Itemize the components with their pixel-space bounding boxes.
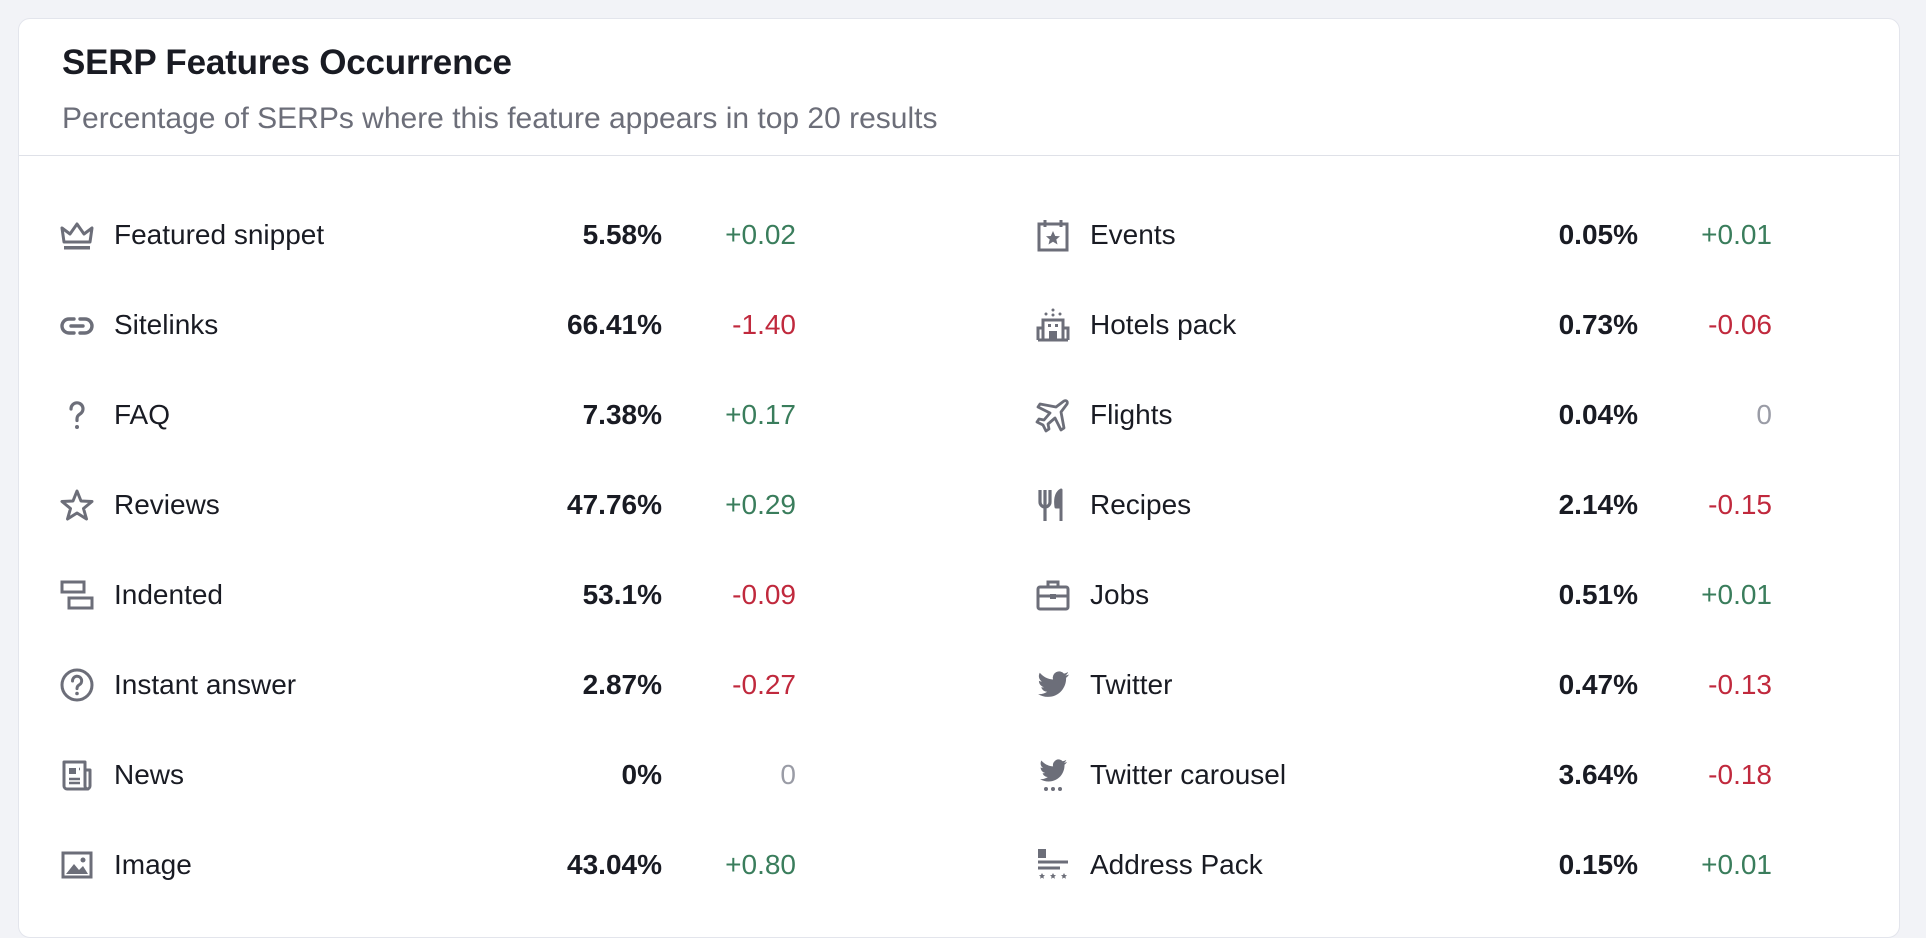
serp-features-card: SERP Features Occurrence Percentage of S… — [18, 18, 1900, 938]
feature-delta: +0.17 — [725, 399, 796, 430]
feature-delta: -0.27 — [732, 669, 796, 700]
feature-name: FAQ — [114, 399, 171, 430]
feature-percent: 0% — [621, 759, 662, 790]
feature-delta: -0.18 — [1708, 759, 1772, 790]
question-circle-icon — [57, 665, 97, 705]
feature-name: Hotels pack — [1090, 309, 1237, 340]
feature-percent: 47.76% — [567, 489, 662, 520]
feature-delta: -0.15 — [1708, 489, 1772, 520]
feature-row: Twitter carousel 3.64% -0.18 — [1033, 730, 1838, 820]
feature-percent: 5.58% — [582, 219, 662, 250]
feature-percent: 53.1% — [582, 579, 662, 610]
feature-name: Jobs — [1090, 579, 1150, 610]
feature-percent: 2.87% — [582, 669, 662, 700]
feature-row: Reviews 47.76% +0.29 — [57, 460, 862, 550]
feature-percent: 0.15% — [1558, 849, 1638, 880]
briefcase-icon — [1033, 575, 1073, 615]
feature-row: News 0% 0 — [57, 730, 862, 820]
feature-name: Image — [114, 849, 192, 880]
crown-icon — [57, 215, 97, 255]
feature-delta: 0 — [1756, 399, 1772, 430]
feature-row: Hotels pack 0.73% -0.06 — [1033, 280, 1838, 370]
feature-percent: 0.73% — [1558, 309, 1638, 340]
card-title: SERP Features Occurrence — [62, 43, 512, 82]
feature-delta: +0.80 — [725, 849, 796, 880]
feature-name: Reviews — [114, 489, 220, 520]
feature-percent: 0.51% — [1558, 579, 1638, 610]
feature-name: Indented — [114, 579, 223, 610]
image-icon — [57, 845, 97, 885]
feature-delta: 0 — [780, 759, 796, 790]
fork-knife-icon — [1033, 485, 1073, 525]
feature-name: Events — [1090, 219, 1176, 250]
feature-percent: 66.41% — [567, 309, 662, 340]
feature-delta: -0.09 — [732, 579, 796, 610]
feature-percent: 43.04% — [567, 849, 662, 880]
feature-percent: 3.64% — [1558, 759, 1638, 790]
feature-name: Featured snippet — [114, 219, 325, 250]
star-icon — [57, 485, 97, 525]
feature-percent: 0.04% — [1558, 399, 1638, 430]
feature-row: Recipes 2.14% -0.15 — [1033, 460, 1838, 550]
feature-delta: +0.29 — [725, 489, 796, 520]
question-icon — [57, 395, 97, 435]
feature-delta: +0.01 — [1701, 579, 1772, 610]
news-icon — [57, 755, 97, 795]
link-icon — [57, 305, 97, 345]
twitter-carousel-icon — [1033, 755, 1073, 795]
feature-row: Jobs 0.51% +0.01 — [1033, 550, 1838, 640]
feature-delta: +0.01 — [1701, 219, 1772, 250]
feature-row: Sitelinks 66.41% -1.40 — [57, 280, 862, 370]
calendar-star-icon — [1033, 215, 1073, 255]
feature-name: Twitter carousel — [1090, 759, 1287, 790]
feature-delta: -0.13 — [1708, 669, 1772, 700]
feature-row: FAQ 7.38% +0.17 — [57, 370, 862, 460]
feature-row: Twitter 0.47% -0.13 — [1033, 640, 1838, 730]
feature-row: Image 43.04% +0.80 — [57, 820, 862, 910]
feature-delta: +0.01 — [1701, 849, 1772, 880]
feature-name: News — [114, 759, 185, 790]
feature-name: Sitelinks — [114, 309, 219, 340]
twitter-icon — [1033, 665, 1073, 705]
feature-delta: +0.02 — [725, 219, 796, 250]
feature-row: Events 0.05% +0.01 — [1033, 190, 1838, 280]
feature-row: Address Pack 0.15% +0.01 — [1033, 820, 1838, 910]
feature-name: Instant answer — [114, 669, 297, 700]
feature-percent: 2.14% — [1558, 489, 1638, 520]
feature-delta: -0.06 — [1708, 309, 1772, 340]
feature-row: Indented 53.1% -0.09 — [57, 550, 862, 640]
feature-row: Flights 0.04% 0 — [1033, 370, 1838, 460]
feature-delta: -1.40 — [732, 309, 796, 340]
feature-row: Instant answer 2.87% -0.27 — [57, 640, 862, 730]
features-column-right: Events 0.05% +0.01 Hotels pack 0.73% -0.06 Fli… — [1033, 190, 1838, 910]
feature-percent: 7.38% — [582, 399, 662, 430]
plane-icon — [1033, 395, 1073, 435]
feature-percent: 0.47% — [1558, 669, 1638, 700]
feature-name: Twitter — [1090, 669, 1173, 700]
feature-name: Flights — [1090, 399, 1173, 430]
feature-row: Featured snippet 5.58% +0.02 — [57, 190, 862, 280]
feature-name: Recipes — [1090, 489, 1192, 520]
feature-name: Address Pack — [1090, 849, 1263, 880]
features-column-left: Featured snippet 5.58% +0.02 Sitelinks 66.41… — [57, 190, 862, 910]
hotel-icon — [1033, 305, 1073, 345]
card-subtitle: Percentage of SERPs where this feature a… — [62, 102, 938, 135]
card-header: SERP Features Occurrence Percentage of S… — [19, 19, 1899, 156]
feature-percent: 0.05% — [1558, 219, 1638, 250]
address-pack-icon — [1033, 845, 1073, 885]
indented-icon — [57, 575, 97, 615]
